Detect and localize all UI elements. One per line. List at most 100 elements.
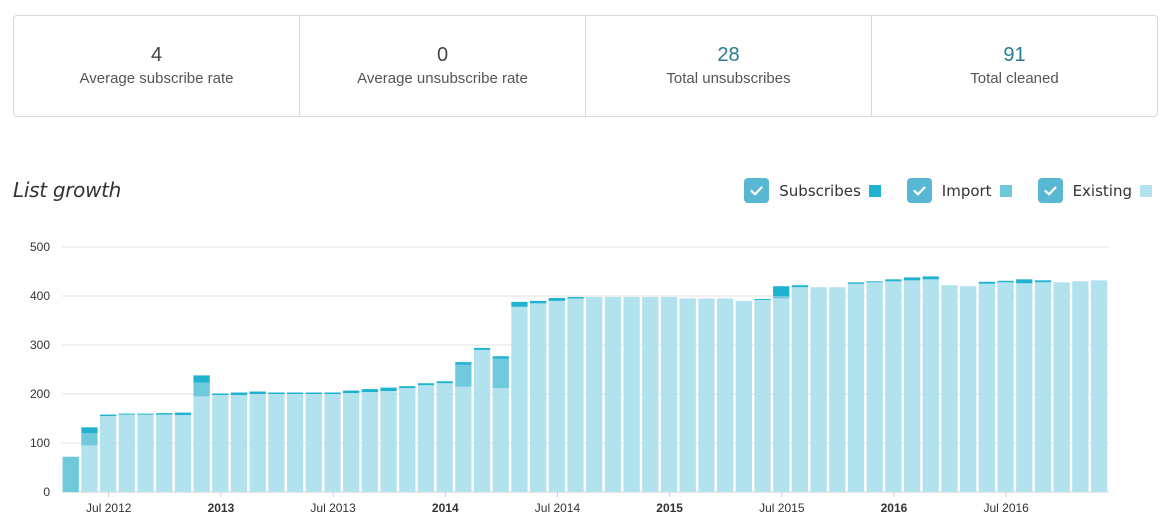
bar-existing (174, 415, 192, 492)
bar-subscribes (1034, 280, 1052, 283)
bar-existing (829, 287, 846, 492)
bar-subscribes (436, 381, 453, 384)
x-tick-label: 2015 (656, 501, 683, 515)
bar-subscribes (885, 279, 902, 282)
bar-subscribes (81, 427, 98, 434)
bar-existing (81, 445, 98, 492)
bar-subscribes (249, 391, 266, 394)
bar-subscribes (997, 280, 1014, 283)
bar-existing (960, 286, 977, 492)
stat-total-unsubscribes[interactable]: 28 Total unsubscribes (586, 16, 872, 116)
total-unsubscribes-link[interactable]: 28 (717, 44, 740, 66)
legend-label: Import (941, 181, 992, 200)
bar-existing (492, 388, 509, 492)
bar-existing (230, 394, 248, 492)
stats-panel: 4 Average subscribe rate 0 Average unsub… (13, 15, 1158, 117)
y-tick-label: 500 (30, 240, 50, 254)
x-tick-label: Jul 2012 (86, 501, 132, 515)
bar-import (455, 364, 472, 387)
bar-existing (586, 296, 603, 492)
bar-existing (286, 394, 304, 492)
checkbox-checked-icon[interactable] (1037, 178, 1063, 203)
bar-import (492, 358, 509, 389)
bar-existing (436, 383, 453, 492)
bar-existing (997, 282, 1014, 492)
bar-existing (193, 396, 210, 492)
bar-existing (735, 300, 752, 492)
bar-existing (249, 394, 266, 492)
y-tick-label: 400 (30, 289, 50, 303)
bar-import (81, 433, 98, 446)
legend-swatch (999, 184, 1012, 197)
checkbox-checked-icon[interactable] (906, 178, 932, 203)
bar-subscribes (978, 281, 996, 284)
bar-existing (380, 391, 397, 492)
x-tick-label: 2016 (881, 501, 908, 515)
bar-existing (156, 414, 173, 492)
bar-existing (530, 303, 547, 492)
bar-subscribes (492, 356, 509, 359)
legend-item-existing[interactable]: Existing (1037, 178, 1152, 203)
bar-existing (548, 300, 566, 492)
bar-subscribes (324, 392, 341, 394)
bar-subscribes (193, 375, 210, 383)
bar-subscribes (286, 392, 304, 394)
bar-existing (810, 287, 827, 492)
bar-subscribes (361, 389, 379, 393)
checkbox-checked-icon[interactable] (744, 178, 770, 203)
bar-import (193, 382, 210, 397)
bar-existing (885, 281, 902, 492)
bar-subscribes (754, 298, 771, 300)
x-tick-label: Jul 2013 (310, 501, 356, 515)
legend-swatch (1140, 184, 1152, 197)
bar-subscribes (174, 412, 192, 416)
bar-existing (623, 296, 640, 492)
stat-label: Average unsubscribe rate (357, 70, 528, 87)
y-tick-label: 300 (30, 338, 50, 352)
bar-existing (511, 306, 528, 492)
bar-subscribes (399, 386, 416, 389)
bar-existing (1072, 281, 1089, 492)
bar-subscribes (773, 286, 790, 296)
bar-existing (417, 385, 435, 492)
x-tick-label: 2013 (208, 501, 235, 515)
bar-subscribes (903, 277, 921, 281)
total-cleaned-link[interactable]: 91 (1003, 44, 1026, 66)
bar-existing (791, 287, 809, 492)
chart-legend: Subscribes Import Existing (718, 178, 1152, 203)
stat-total-cleaned[interactable]: 91 Total cleaned (872, 16, 1157, 116)
x-tick-label: Jul 2015 (759, 501, 805, 515)
bar-subscribes (343, 390, 360, 394)
bar-existing (941, 285, 958, 492)
bar-subscribes (305, 392, 322, 394)
list-growth-chart: 0 100 200 300 400 500 Jul 2012 2013 Jul 2013 2014… (30, 240, 1109, 515)
bar-subscribes (791, 285, 809, 288)
x-tick-label: Jul 2016 (983, 501, 1029, 515)
stat-average-unsubscribe-rate: 0 Average unsubscribe rate (300, 16, 586, 116)
x-tick-label: Jul 2014 (535, 501, 581, 515)
y-tick-label: 100 (30, 436, 50, 450)
bar-existing (716, 298, 734, 492)
bar-existing (922, 279, 939, 492)
bar-existing (903, 280, 921, 492)
bar-existing (847, 283, 865, 492)
bar-subscribes (511, 301, 528, 307)
bar-subscribes (530, 300, 547, 304)
legend-item-subscribes[interactable]: Subscribes (744, 178, 881, 203)
bar-subscribes (268, 392, 285, 394)
bar-subscribes (118, 413, 135, 415)
bar-existing (567, 298, 584, 492)
bar-existing (137, 414, 154, 492)
stat-average-subscribe-rate: 4 Average subscribe rate (14, 16, 300, 116)
legend-item-import[interactable]: Import (906, 178, 1012, 203)
bar-subscribes (99, 414, 117, 417)
bar-subscribes (847, 282, 865, 284)
bar-existing (1090, 280, 1108, 492)
y-tick-label: 200 (30, 387, 50, 401)
stat-value: 0 (436, 44, 449, 66)
bar-existing (679, 298, 696, 492)
bar-existing (118, 414, 135, 492)
bar-existing (642, 296, 659, 492)
bar-import (62, 456, 79, 492)
bar-import (773, 296, 790, 299)
